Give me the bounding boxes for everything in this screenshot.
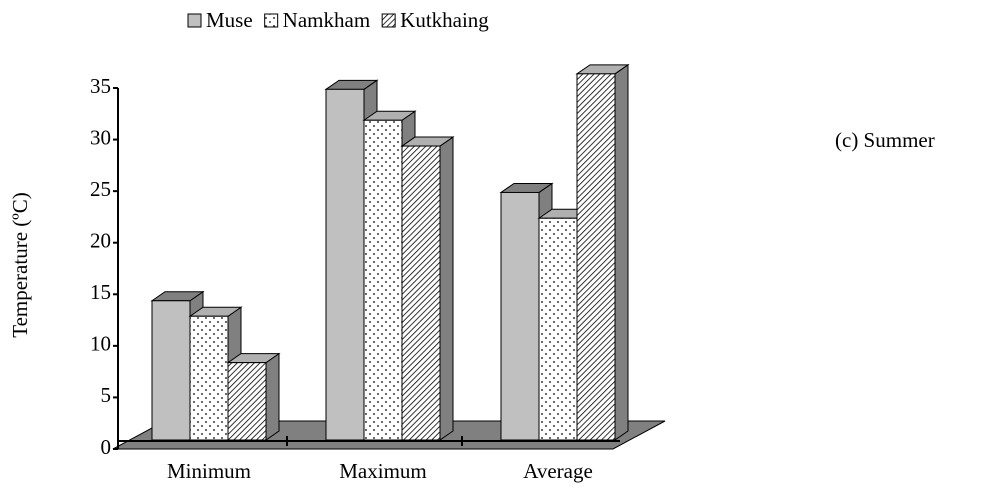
y-tick-label: 35	[90, 74, 111, 98]
y-axis-label: Temperature (ºC)	[8, 192, 32, 338]
y-tick-label: 30	[90, 125, 111, 149]
y-tick-label: 20	[90, 229, 111, 253]
x-tick-label: Maximum	[339, 459, 427, 483]
y-tick-label: 15	[90, 280, 111, 304]
bar-side	[439, 136, 454, 441]
bar	[151, 300, 191, 441]
bar	[189, 315, 229, 441]
y-tick-label: 5	[101, 383, 112, 407]
y-tick-label: 10	[90, 332, 111, 356]
x-tick-label: Average	[523, 459, 593, 483]
bar-side	[614, 63, 629, 441]
bar	[576, 73, 616, 441]
bar	[227, 362, 267, 441]
bar	[500, 191, 540, 441]
legend-swatch	[187, 13, 202, 28]
legend-label: Namkham	[283, 8, 370, 32]
bar	[363, 119, 403, 441]
x-tick-label: Minimum	[167, 459, 251, 483]
legend-swatch	[264, 13, 279, 28]
bar	[401, 145, 441, 441]
legend-label: Muse	[206, 8, 253, 32]
bar	[325, 88, 365, 441]
legend-label: Kutkhaing	[400, 8, 489, 32]
bar-side	[265, 352, 280, 441]
y-tick-label: 25	[90, 177, 111, 201]
legend-swatch	[381, 13, 396, 28]
annotation: (c) Summer	[835, 128, 935, 152]
bar	[538, 217, 578, 441]
y-tick-label: 0	[101, 435, 112, 459]
